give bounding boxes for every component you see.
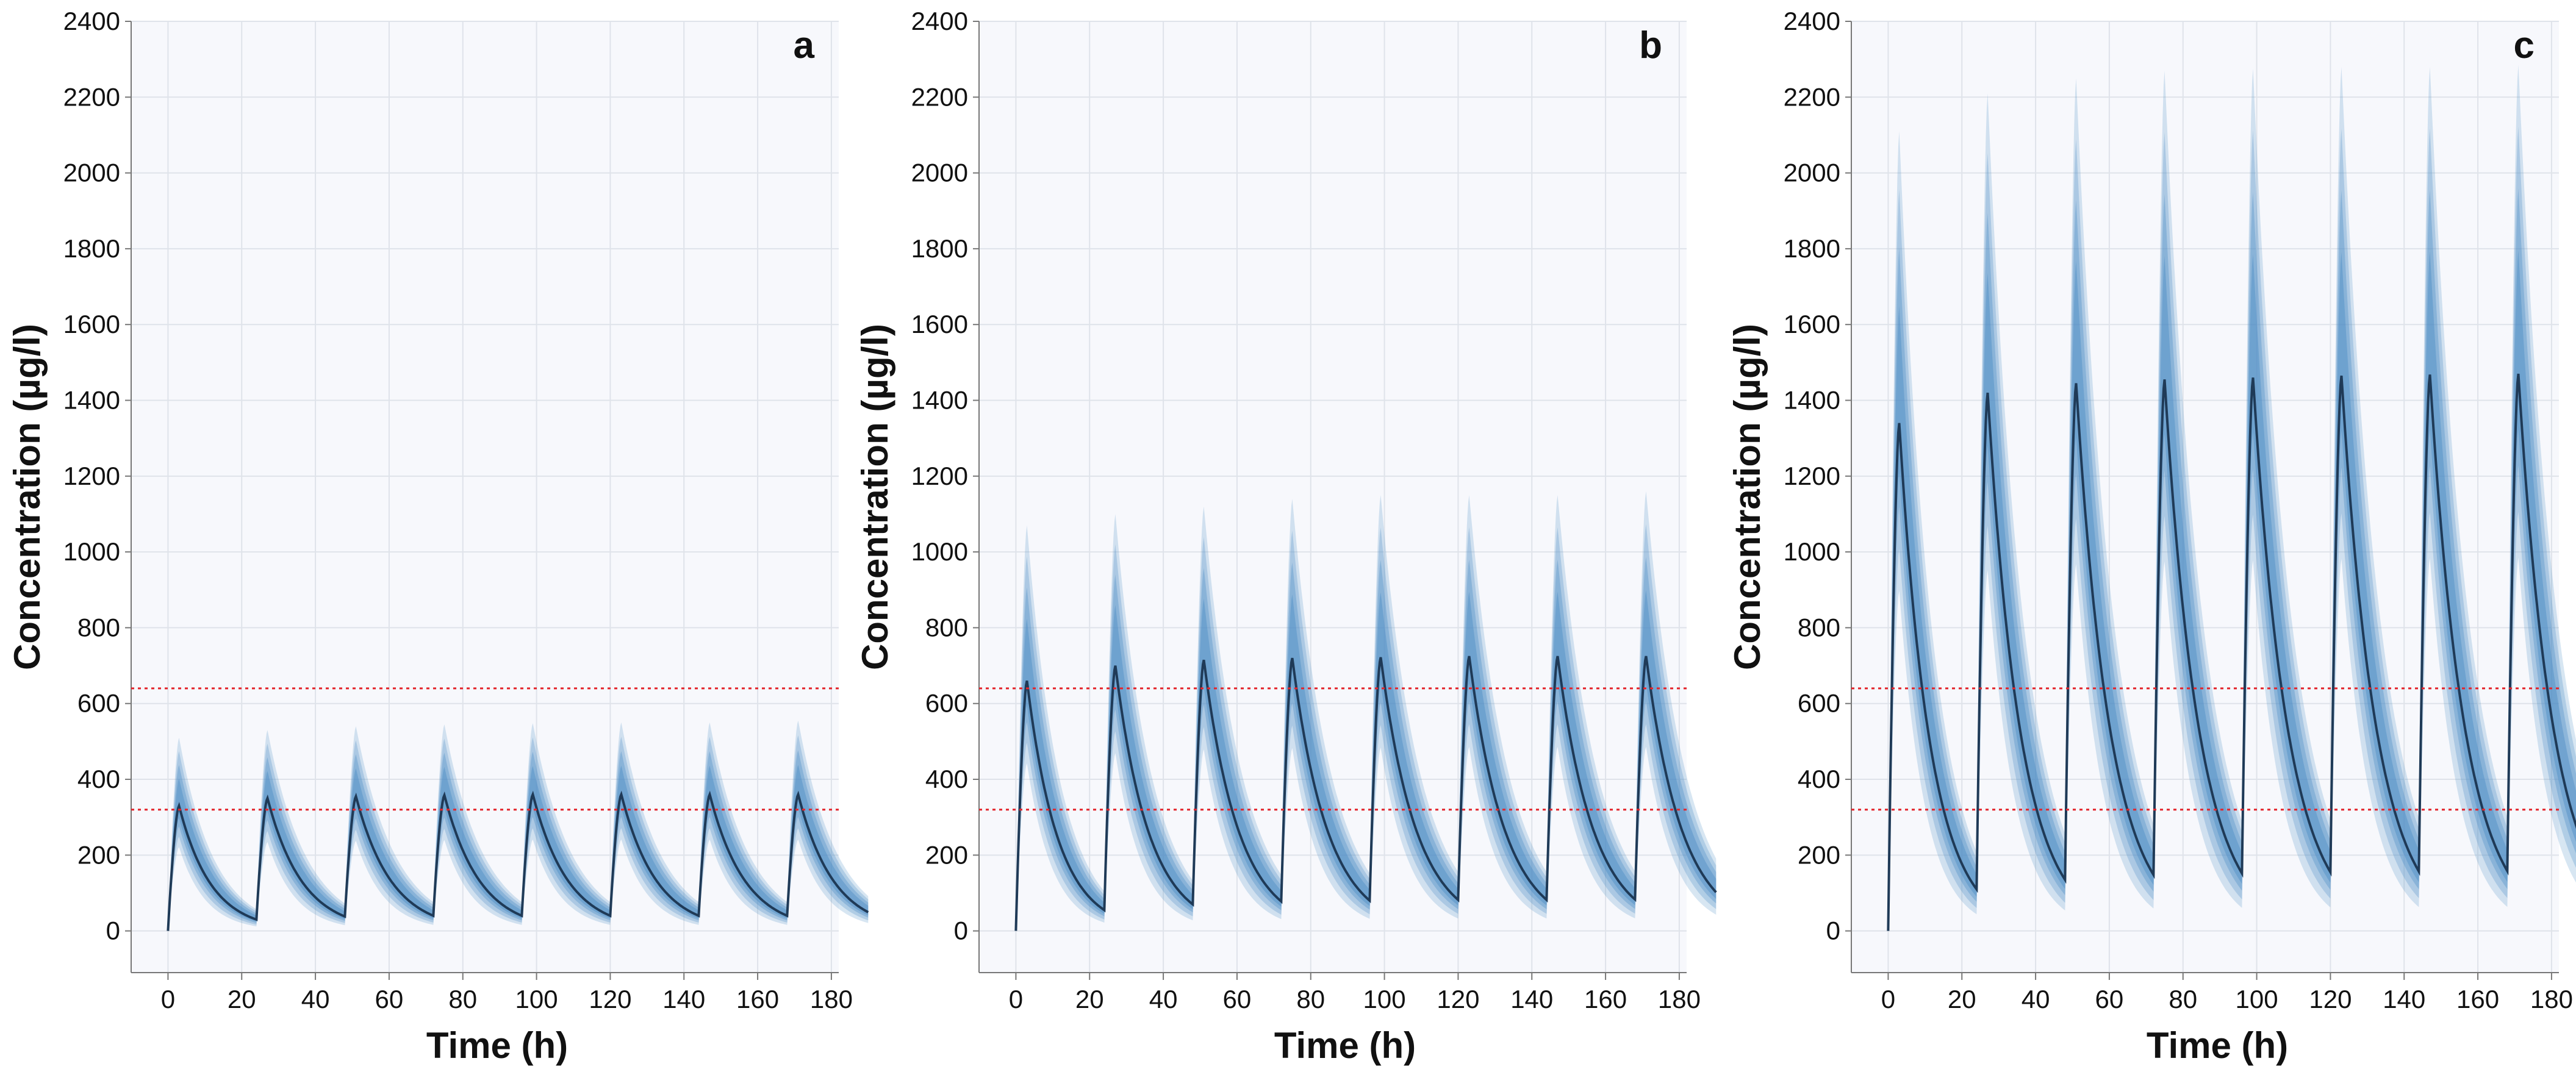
x-tick-label: 120 xyxy=(2309,985,2352,1013)
x-tick-label: 60 xyxy=(375,985,404,1013)
plot-area xyxy=(979,21,1687,973)
y-tick-label: 1400 xyxy=(63,386,120,415)
y-tick-label: 2200 xyxy=(63,82,120,111)
panel-label: a xyxy=(794,24,815,66)
panel-label: c xyxy=(2514,24,2535,66)
y-tick-label: 1200 xyxy=(911,462,968,490)
plot-area xyxy=(131,21,839,973)
y-tick-label: 1800 xyxy=(911,234,968,263)
x-tick-label: 80 xyxy=(448,985,477,1013)
y-tick-label: 1600 xyxy=(63,310,120,338)
x-tick-label: 40 xyxy=(1149,985,1178,1013)
y-tick-label: 600 xyxy=(77,689,120,718)
y-tick-label: 2000 xyxy=(911,159,968,187)
x-tick-label: 120 xyxy=(589,985,631,1013)
y-tick-label: 1000 xyxy=(63,537,120,566)
x-tick-label: 140 xyxy=(2383,985,2425,1013)
x-tick-label: 40 xyxy=(2022,985,2050,1013)
x-tick-label: 20 xyxy=(1075,985,1104,1013)
panel-label: b xyxy=(1639,24,1662,66)
y-tick-label: 2200 xyxy=(911,82,968,111)
x-tick-label: 180 xyxy=(810,985,853,1013)
y-tick-label: 0 xyxy=(106,917,120,945)
y-tick-label: 800 xyxy=(1798,613,1840,641)
y-tick-label: 1600 xyxy=(1784,310,1840,338)
median-line xyxy=(1014,656,1717,931)
y-tick-label: 0 xyxy=(1826,917,1840,945)
x-tick-label: 160 xyxy=(736,985,779,1013)
y-tick-label: 200 xyxy=(925,840,968,869)
y-tick-label: 600 xyxy=(1798,689,1840,718)
panel-c: 0200400600800100012001400160018002000220… xyxy=(1727,7,2576,1066)
y-tick-label: 1200 xyxy=(63,462,120,490)
panel-a: 0200400600800100012001400160018002000220… xyxy=(7,7,869,1066)
prediction-band-2 xyxy=(1016,524,1717,931)
y-tick-label: 800 xyxy=(77,613,120,641)
y-tick-label: 1000 xyxy=(911,537,968,566)
x-tick-label: 0 xyxy=(1009,985,1023,1013)
y-tick-label: 200 xyxy=(77,840,120,869)
x-tick-label: 60 xyxy=(1223,985,1252,1013)
x-tick-label: 100 xyxy=(2236,985,2278,1013)
y-tick-label: 1800 xyxy=(63,234,120,263)
y-tick-label: 1800 xyxy=(1784,234,1840,263)
x-axis-title: Time (h) xyxy=(1274,1025,1416,1066)
y-tick-label: 2000 xyxy=(1784,159,1840,187)
y-tick-label: 1400 xyxy=(911,386,968,415)
median-line xyxy=(167,790,869,931)
x-tick-label: 20 xyxy=(228,985,256,1013)
y-axis-title: Concentration (µg/l) xyxy=(1727,324,1768,670)
x-tick-label: 40 xyxy=(301,985,330,1013)
x-tick-label: 160 xyxy=(1584,985,1627,1013)
y-tick-label: 2200 xyxy=(1784,82,1840,111)
y-tick-label: 2000 xyxy=(63,159,120,187)
panel-b: 0200400600800100012001400160018002000220… xyxy=(855,7,1717,1066)
x-tick-label: 60 xyxy=(2095,985,2124,1013)
y-tick-label: 400 xyxy=(925,765,968,793)
prediction-band-3 xyxy=(168,750,869,931)
x-tick-label: 120 xyxy=(1437,985,1479,1013)
y-tick-label: 1600 xyxy=(911,310,968,338)
prediction-band-4 xyxy=(1016,590,1717,931)
x-tick-label: 80 xyxy=(2169,985,2197,1013)
prediction-band-1 xyxy=(1016,491,1717,931)
x-tick-label: 100 xyxy=(515,985,558,1013)
median-line xyxy=(1887,373,2576,931)
plot-area xyxy=(1851,21,2559,973)
y-tick-label: 800 xyxy=(925,613,968,641)
y-axis-title: Concentration (µg/l) xyxy=(7,324,48,670)
y-tick-label: 1200 xyxy=(1784,462,1840,490)
x-tick-label: 0 xyxy=(161,985,175,1013)
y-tick-label: 400 xyxy=(77,765,120,793)
x-axis-title: Time (h) xyxy=(2147,1025,2288,1066)
x-tick-label: 20 xyxy=(1948,985,1976,1013)
y-tick-label: 2400 xyxy=(911,7,968,35)
y-tick-label: 2400 xyxy=(63,7,120,35)
y-tick-label: 1400 xyxy=(1784,386,1840,415)
y-tick-label: 0 xyxy=(954,917,968,945)
y-tick-label: 2400 xyxy=(1784,7,1840,35)
x-tick-label: 140 xyxy=(662,985,705,1013)
y-axis-title: Concentration (µg/l) xyxy=(855,324,895,670)
x-tick-label: 180 xyxy=(1658,985,1701,1013)
x-tick-label: 140 xyxy=(1510,985,1553,1013)
x-tick-label: 180 xyxy=(2530,985,2573,1013)
y-tick-label: 200 xyxy=(1798,840,1840,869)
x-tick-label: 80 xyxy=(1296,985,1325,1013)
x-axis-title: Time (h) xyxy=(426,1025,568,1066)
x-tick-label: 160 xyxy=(2456,985,2499,1013)
y-tick-label: 600 xyxy=(925,689,968,718)
y-tick-label: 400 xyxy=(1798,765,1840,793)
x-tick-label: 100 xyxy=(1363,985,1406,1013)
x-tick-label: 0 xyxy=(1881,985,1895,1013)
y-tick-label: 1000 xyxy=(1784,537,1840,566)
